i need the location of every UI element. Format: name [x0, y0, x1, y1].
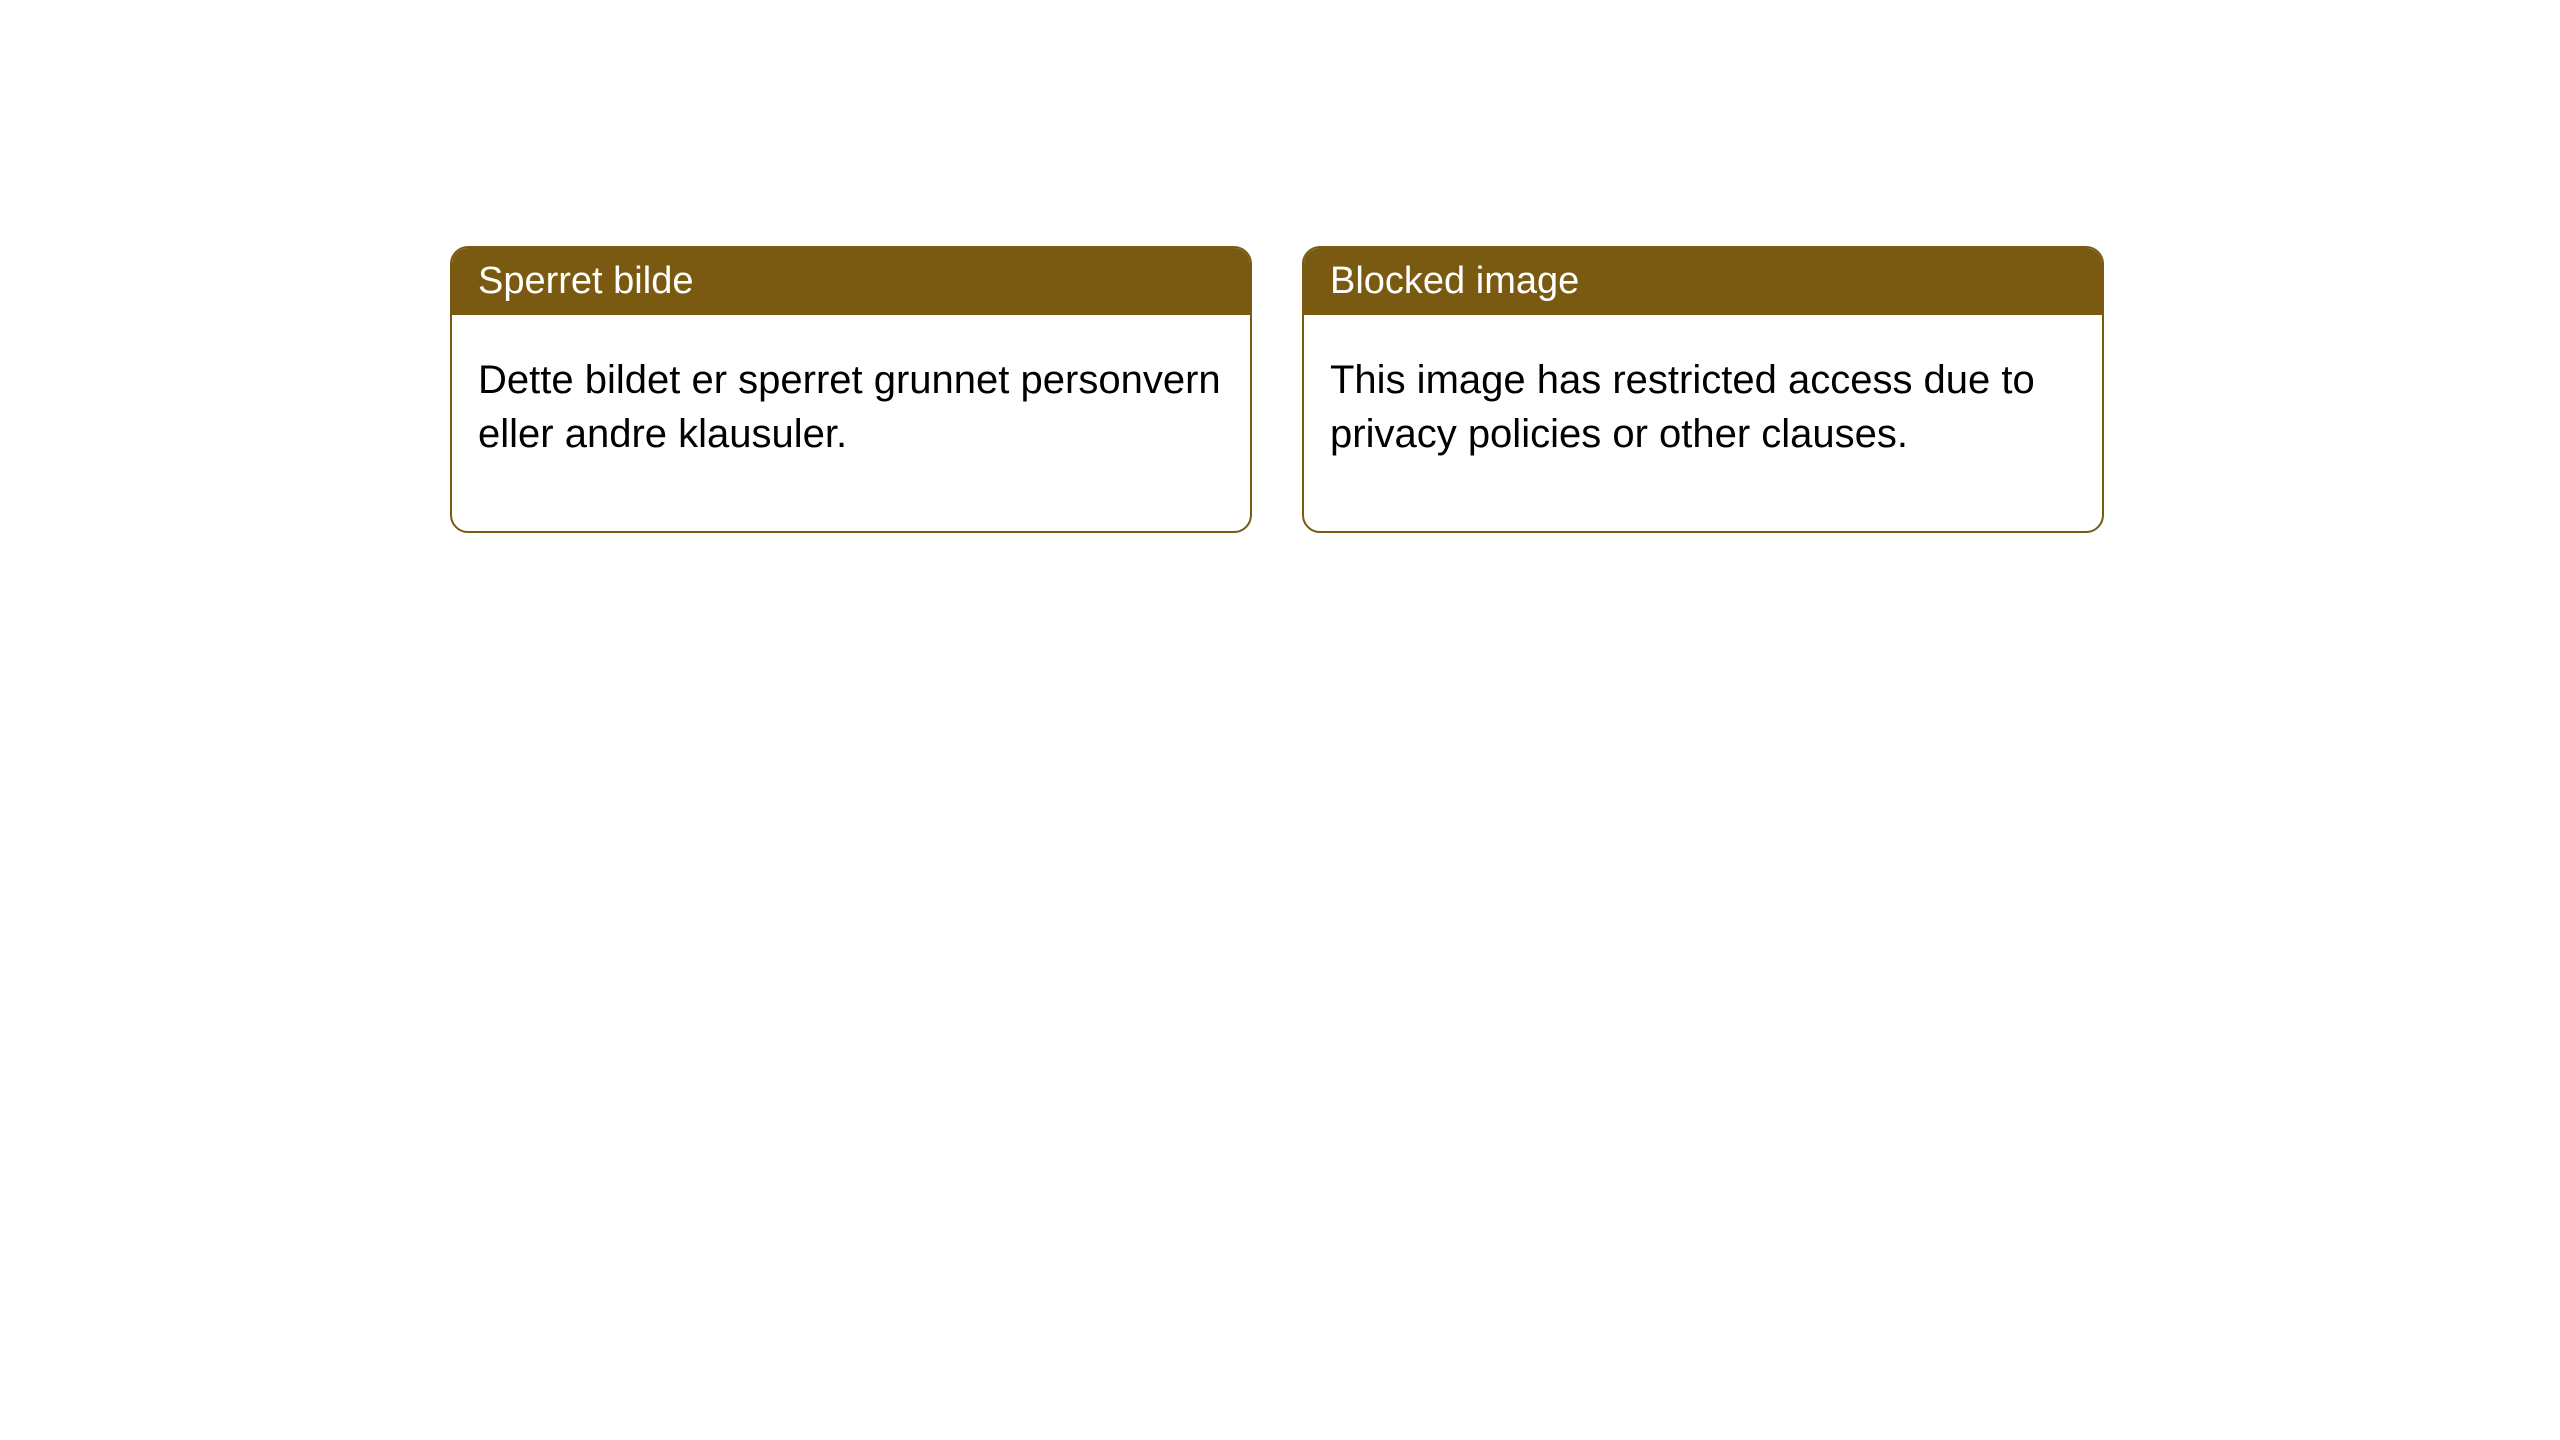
notice-card-norwegian: Sperret bilde Dette bildet er sperret gr…: [450, 246, 1252, 533]
notice-header: Blocked image: [1304, 248, 2102, 315]
notice-header: Sperret bilde: [452, 248, 1250, 315]
notice-title: Sperret bilde: [478, 260, 693, 302]
notice-card-english: Blocked image This image has restricted …: [1302, 246, 2104, 533]
notice-message: Dette bildet er sperret grunnet personve…: [478, 358, 1221, 456]
notice-title: Blocked image: [1330, 260, 1579, 302]
notice-body: Dette bildet er sperret grunnet personve…: [452, 315, 1250, 531]
notice-message: This image has restricted access due to …: [1330, 358, 2035, 456]
notice-container: Sperret bilde Dette bildet er sperret gr…: [450, 246, 2104, 533]
notice-body: This image has restricted access due to …: [1304, 315, 2102, 531]
